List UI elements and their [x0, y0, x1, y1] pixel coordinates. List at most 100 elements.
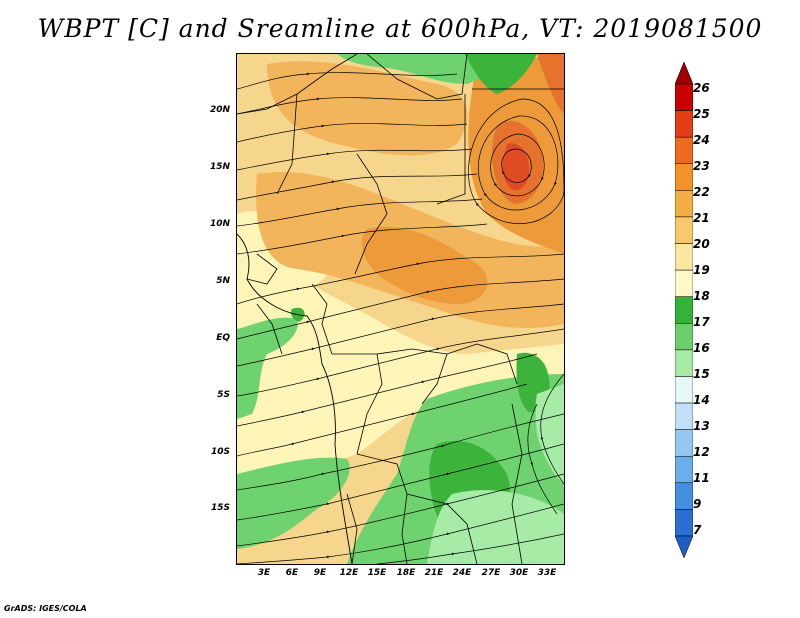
fill-green-north-east [465, 54, 537, 94]
lon-label-9e: 9E [313, 568, 327, 578]
colorbar-label-14: 14 [693, 393, 710, 407]
colorbar-segment [675, 429, 693, 457]
streamlines [237, 72, 564, 564]
streamline [237, 72, 458, 90]
streamline [237, 97, 463, 115]
colorbar-segment [675, 323, 693, 351]
lat-label-10n: 10N [209, 219, 230, 229]
lat-label-5s: 5S [217, 390, 230, 400]
colorbar-segment [675, 243, 693, 271]
colorbar-label-11: 11 [693, 471, 710, 485]
lat-label-15n: 15N [209, 162, 230, 172]
colorbar-label-13: 13 [693, 419, 710, 433]
border-line [256, 303, 283, 355]
wbpt-streamline-map [237, 54, 564, 564]
streamline [237, 278, 564, 340]
streamline [237, 223, 488, 255]
streamline [237, 473, 564, 547]
colorbar-label-23: 23 [693, 159, 710, 173]
vortex-ring [468, 98, 564, 224]
colorbar-segment [675, 62, 693, 85]
streamline [540, 373, 564, 485]
streamline [237, 173, 478, 201]
lon-label-30e: 30E [509, 568, 529, 578]
fill-lightgreen-southeast [427, 490, 564, 564]
colorbar-label-7: 7 [693, 523, 702, 537]
map-panel [236, 53, 565, 565]
streamline [237, 328, 564, 397]
fill-green-north [337, 54, 497, 84]
border-line [421, 353, 448, 405]
streamline [237, 443, 564, 521]
credit-text: GrADS: IGES/COLA [4, 604, 87, 613]
streamline [237, 148, 473, 171]
streamline [237, 383, 528, 457]
fill-green-southwest [237, 457, 350, 549]
colorbar-segment [675, 190, 693, 218]
lon-label-18e: 18E [396, 568, 416, 578]
colorbar-segment [675, 376, 693, 404]
streamline [376, 533, 564, 564]
colorbar-segment [675, 83, 693, 111]
colorbar-segment [675, 163, 693, 191]
chart-title: WBPT [C] and Sreamline at 600hPa, VT: 20… [37, 14, 763, 43]
colorbar-segment [675, 455, 693, 484]
streamline [237, 253, 564, 305]
colorbar-segment [675, 349, 693, 377]
fill-red-east-edge [537, 54, 564, 114]
colorbar-label-25: 25 [693, 107, 710, 121]
border-line [476, 343, 518, 385]
fill-lightgreen-east [535, 384, 564, 484]
fill-orange-north [267, 61, 468, 156]
streamline [237, 413, 564, 491]
streamline [237, 198, 483, 227]
lon-label-24e: 24E [452, 568, 472, 578]
colorbar-segment [675, 509, 693, 537]
fill-green-west-coast [237, 317, 298, 419]
colorbar-label-21: 21 [693, 211, 710, 225]
lon-label-15e: 15E [367, 568, 387, 578]
colorbar-segment [675, 269, 693, 297]
colorbar-segment [675, 216, 693, 244]
colorbar-label-22: 22 [693, 185, 710, 199]
streamline [527, 403, 558, 515]
colorbar-label-9: 9 [693, 497, 702, 511]
lon-label-6e: 6E [285, 568, 299, 578]
border-line [366, 54, 468, 100]
streamline [237, 503, 564, 564]
lat-label-5n: 5N [216, 276, 230, 286]
colorbar [675, 62, 693, 558]
colorbar-label-12: 12 [693, 445, 710, 459]
lat-label-15s: 15S [210, 503, 230, 513]
border-line [511, 403, 523, 564]
lon-label-12e: 12E [339, 568, 359, 578]
lon-label-3e: 3E [257, 568, 271, 578]
lon-label-27e: 27E [481, 568, 501, 578]
streamline [237, 303, 564, 367]
colorbar-label-24: 24 [693, 133, 710, 147]
border-line [436, 94, 466, 205]
colorbar-segment [675, 535, 693, 558]
colorbar-label-18: 18 [693, 289, 710, 303]
colorbar-segment [675, 482, 693, 510]
colorbar-label-19: 19 [693, 263, 710, 277]
lon-label-33e: 33E [537, 568, 557, 578]
colorbar-segment [675, 110, 693, 138]
border-line [276, 93, 298, 195]
vortex-ring [477, 115, 559, 211]
colorbar-segment [675, 136, 693, 165]
lon-label-21e: 21E [424, 568, 444, 578]
colorbar-label-16: 16 [693, 341, 710, 355]
streamline [237, 123, 468, 143]
colorbar-segment [675, 296, 693, 324]
lat-label-20n: 20N [209, 105, 230, 115]
lat-label-10s: 10S [210, 447, 230, 457]
border-line [246, 253, 278, 285]
lat-label-eq: EQ [216, 333, 230, 343]
colorbar-label-17: 17 [693, 315, 710, 329]
colorbar-label-26: 26 [693, 81, 710, 95]
streamline [237, 353, 538, 427]
colorbar-segment [675, 402, 693, 430]
colorbar-label-20: 20 [693, 237, 710, 251]
colorbar-label-15: 15 [693, 367, 710, 381]
